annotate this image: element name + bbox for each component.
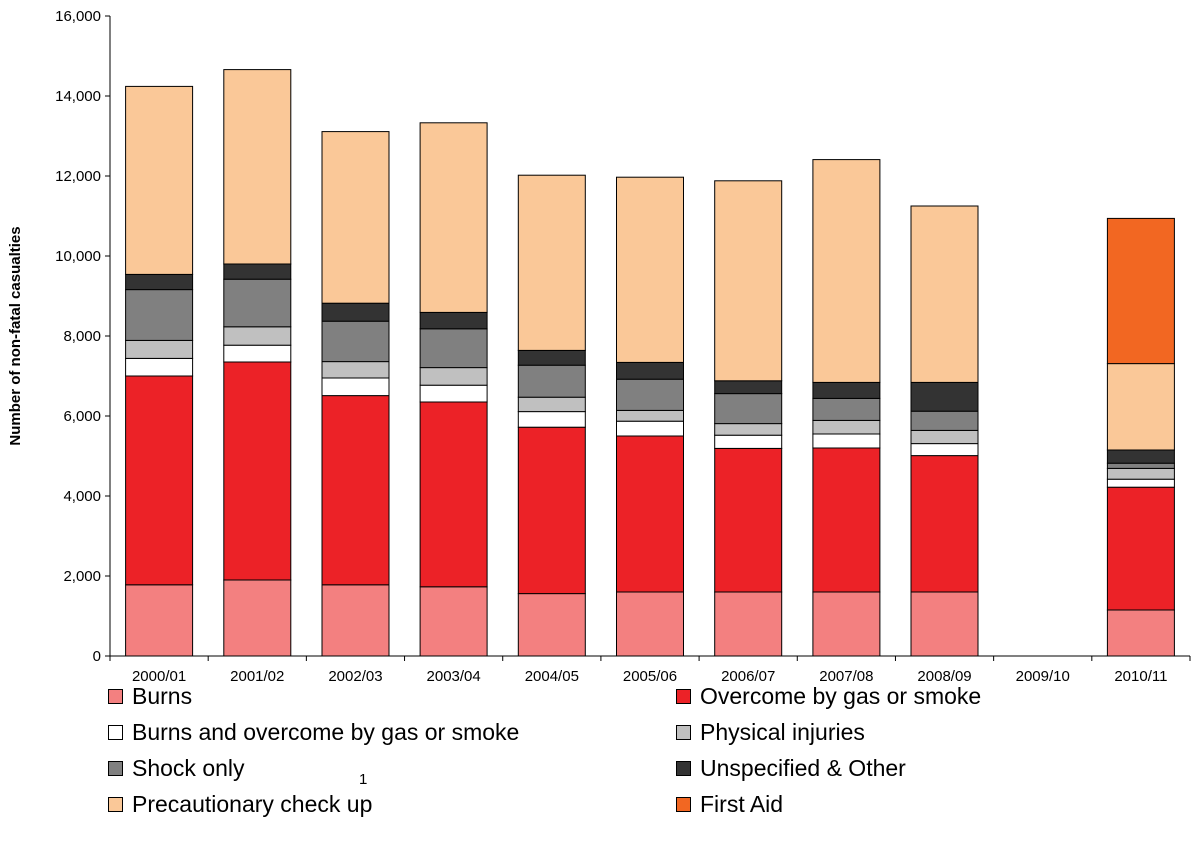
- bar-segment-3-2008-09: [910, 443, 979, 457]
- bar-segment-7-2004-05: [517, 174, 586, 351]
- x-tick-label: 2006/07: [721, 668, 775, 685]
- bar-segment-7-2007-08: [812, 159, 881, 383]
- x-tick-label: 2000/01: [132, 668, 186, 685]
- x-tick-label: 2007/08: [819, 668, 873, 685]
- bar-segment-6-2001-02: [223, 263, 292, 280]
- y-tick-label: 6,000: [63, 408, 101, 425]
- bar-segment-7-2006-07: [714, 180, 783, 382]
- bar-segment-1-2008-09: [910, 591, 979, 657]
- bar-segment-2-2008-09: [910, 455, 979, 593]
- bar-segment-5-2003-04: [419, 328, 488, 369]
- y-tick-label: 12,000: [55, 168, 101, 185]
- bar-segment-3-2000-01: [125, 357, 194, 377]
- bar-segment-3-2010-11: [1106, 478, 1175, 488]
- bar-segment-4-2010-11: [1106, 467, 1175, 480]
- y-tick-label: 10,000: [55, 248, 101, 265]
- bar-segment-6-2005-06: [616, 361, 684, 380]
- x-tick-label: 2003/04: [427, 668, 481, 685]
- bar-segment-2-2010-11: [1106, 486, 1175, 611]
- y-tick-label: 14,000: [55, 88, 101, 105]
- bar-segment-2-2005-06: [616, 435, 684, 593]
- bar-segment-6-2004-05: [517, 349, 586, 366]
- bar-segment-6-2006-07: [714, 380, 783, 395]
- bar-segment-5-2002-03: [321, 320, 390, 363]
- bar-segment-8-2010-11: [1106, 217, 1175, 365]
- bar-segment-3-2007-08: [812, 433, 881, 449]
- bar-segment-2-2006-07: [714, 447, 783, 593]
- y-tick-label: 2,000: [63, 568, 101, 585]
- x-tick-label: 2009/10: [1016, 668, 1070, 685]
- bar-segment-2-2004-05: [517, 426, 586, 595]
- bar-segment-7-2000-01: [125, 85, 194, 275]
- bar-segment-2-2002-03: [321, 395, 390, 586]
- x-tick-label: 2010/11: [1114, 668, 1167, 685]
- bar-segment-1-2007-08: [812, 591, 881, 657]
- bar-segment-1-2004-05: [517, 593, 586, 657]
- bar-segment-2-2007-08: [812, 447, 881, 593]
- x-tick-label: 2002/03: [328, 668, 382, 685]
- bar-segment-6-2008-09: [910, 381, 979, 412]
- bar-segment-5-2010-11: [1106, 462, 1175, 469]
- bar-segment-3-2006-07: [714, 434, 783, 449]
- bar-segment-1-2005-06: [616, 591, 684, 657]
- bar-segment-1-2001-02: [223, 579, 292, 657]
- bar-segment-7-2002-03: [321, 131, 390, 304]
- bar-segment-4-2000-01: [125, 339, 194, 359]
- bar-segment-1-2002-03: [321, 584, 390, 657]
- bar-segment-4-2007-08: [812, 419, 881, 435]
- y-tick-label: 0: [93, 648, 101, 665]
- bar-segment-5-2004-05: [517, 364, 586, 398]
- y-tick-label: 4,000: [63, 488, 101, 505]
- bar-segment-1-2000-01: [125, 584, 194, 657]
- bar-segment-5-2001-02: [223, 278, 292, 328]
- axes-layer: 0 2,000 4,000 6,000 8,000 10,000 12,000 14,000 1…: [55, 8, 1191, 685]
- bar-segment-7-2010-11: [1106, 363, 1175, 451]
- bar-segment-3-2002-03: [321, 377, 390, 397]
- bar-segment-3-2004-05: [517, 411, 586, 428]
- x-tick-label: 2005/06: [623, 668, 677, 685]
- bar-segment-6-2000-01: [125, 273, 194, 291]
- bar-segment-7-2008-09: [910, 205, 979, 383]
- x-tick-label: 2008/09: [917, 668, 971, 685]
- bar-segment-1-2006-07: [714, 591, 783, 657]
- bar-segment-4-2008-09: [910, 429, 979, 445]
- y-tick-label: 16,000: [55, 8, 101, 25]
- bar-segment-5-2000-01: [125, 289, 194, 341]
- bar-segment-3-2001-02: [223, 344, 292, 363]
- bar-segment-3-2003-04: [419, 384, 488, 403]
- bar-segment-6-2002-03: [321, 302, 390, 322]
- bar-segment-4-2003-04: [419, 367, 488, 386]
- bar-segment-7-2003-04: [419, 122, 488, 313]
- bar-segment-7-2005-06: [616, 176, 684, 363]
- bar-segment-6-2007-08: [812, 381, 881, 399]
- bar-segment-7-2001-02: [223, 69, 292, 265]
- bar-segment-6-2003-04: [419, 311, 488, 330]
- bar-segment-4-2004-05: [517, 396, 586, 413]
- bar-segment-2-2000-01: [125, 375, 194, 586]
- bar-segment-5-2008-09: [910, 410, 979, 431]
- x-tick-label: 2004/05: [525, 668, 579, 685]
- bar-segment-4-2002-03: [321, 361, 390, 379]
- bar-segment-2-2001-02: [223, 361, 292, 581]
- bar-segment-4-2006-07: [714, 423, 783, 436]
- bar-segment-4-2005-06: [616, 409, 684, 422]
- bar-segment-1-2003-04: [419, 586, 488, 657]
- bar-segment-4-2001-02: [223, 326, 292, 346]
- bar-segment-6-2010-11: [1106, 449, 1175, 464]
- bar-segment-3-2005-06: [616, 420, 684, 437]
- x-tick-label: 2001/02: [230, 668, 284, 685]
- bar-segment-5-2006-07: [714, 393, 783, 425]
- bar-segment-2-2003-04: [419, 401, 488, 588]
- y-tick-label: 8,000: [63, 328, 101, 345]
- bar-segment-1-2010-11: [1106, 609, 1175, 657]
- bar-segment-5-2005-06: [616, 378, 684, 411]
- y-axis-title: Number of non-fatal casualties: [7, 226, 24, 445]
- bar-segment-5-2007-08: [812, 397, 881, 421]
- bars-layer: [125, 69, 1175, 657]
